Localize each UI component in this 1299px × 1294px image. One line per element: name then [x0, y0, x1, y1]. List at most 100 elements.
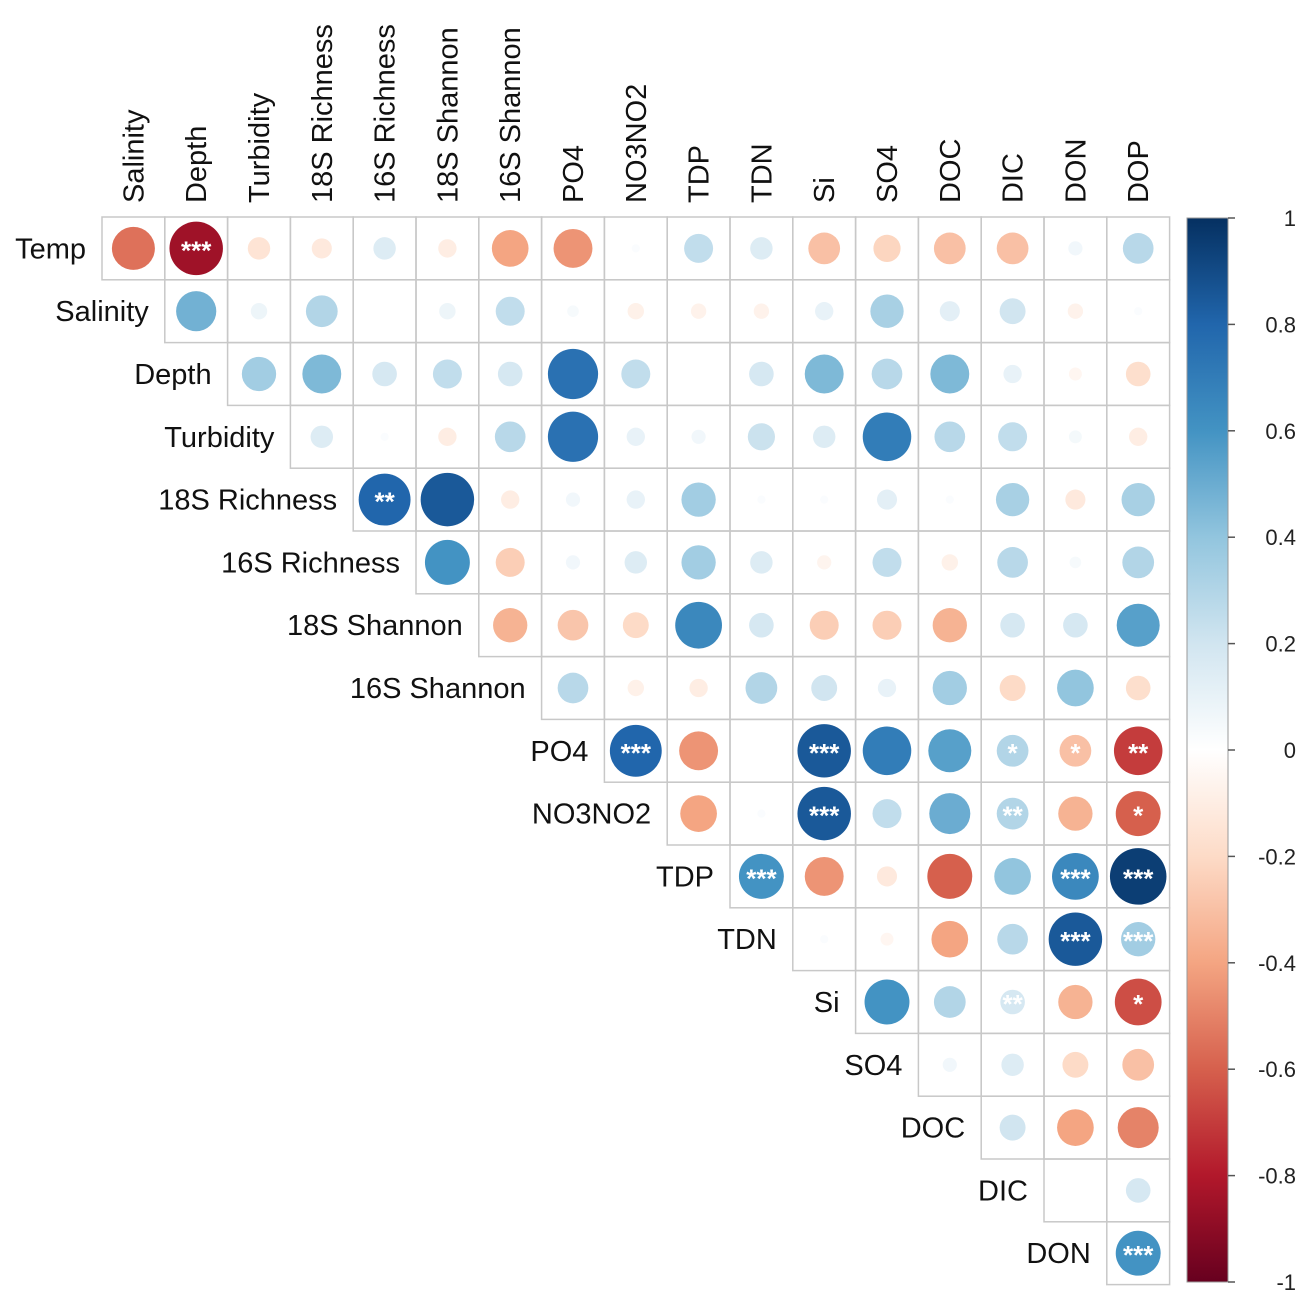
- significance-stars: ***: [1060, 863, 1091, 893]
- corr-circle-18s-shannon-16s-shannon: [493, 608, 528, 643]
- column-label-doc: DOC: [935, 139, 967, 203]
- column-label-tdn: TDN: [746, 143, 778, 203]
- corr-circle-depth-18s-richness: [302, 354, 342, 394]
- corr-circle-18s-richness-tdp: [681, 482, 716, 517]
- corr-circle-tdn-so4: [880, 932, 894, 946]
- corr-circle-turbidity-tdn: [747, 423, 776, 451]
- corr-circle-16s-richness-no3no2: [624, 551, 648, 574]
- corr-circle-salinity-dic: [999, 298, 1026, 325]
- row-label-turbidity: Turbidity: [164, 422, 275, 454]
- corr-circle-tdp-don: [1052, 853, 1099, 900]
- corr-circle-18s-shannon-tdp: [675, 601, 722, 649]
- grid-cell: [729, 718, 794, 783]
- row-label-no3no2: NO3NO2: [532, 799, 651, 831]
- corr-circle-doc-don: [1057, 1109, 1094, 1146]
- column-label-no3no2: NO3NO2: [621, 84, 653, 203]
- corr-circle-depth-tdn: [749, 361, 774, 387]
- corr-circle-temp-tdn: [750, 237, 773, 260]
- corr-circle-depth-don: [1068, 367, 1082, 381]
- corr-circle-depth-no3no2: [621, 359, 651, 389]
- colorbar-tick-label: -0.8: [1258, 1164, 1296, 1189]
- corr-circle-turbidity-16s-richness: [380, 432, 389, 441]
- row-label-salinity: Salinity: [55, 296, 149, 328]
- corr-circle-so4-dic: [1001, 1053, 1024, 1077]
- corr-circle-18s-shannon-tdn: [749, 612, 774, 638]
- corr-circle-16s-richness-doc: [941, 554, 959, 571]
- corr-circle-16s-shannon-don: [1057, 669, 1094, 707]
- corr-circle-turbidity-no3no2: [626, 427, 645, 446]
- corr-circle-turbidity-18s-richness: [310, 425, 334, 449]
- corr-circle-18s-richness-so4: [876, 489, 898, 510]
- corr-circle-po4-doc: [928, 729, 972, 773]
- column-label-18s-richness: 18S Richness: [307, 24, 339, 203]
- corr-circle-don-dop: [1115, 1230, 1161, 1276]
- corr-circle-16s-shannon-si: [811, 675, 838, 701]
- corr-circle-no3no2-dop: [1115, 791, 1161, 837]
- corr-circle-depth-16s-richness: [372, 361, 397, 387]
- corr-circle-depth-18s-shannon: [432, 359, 462, 389]
- corr-circle-salinity-no3no2: [627, 302, 645, 320]
- corr-circle-18s-richness-no3no2: [626, 490, 645, 509]
- corr-circle-salinity-18s-shannon: [439, 302, 456, 320]
- corr-circle-depth-so4: [871, 358, 903, 390]
- column-label-dop: DOP: [1123, 140, 1155, 203]
- corr-circle-salinity-si: [815, 302, 834, 321]
- corr-circle-18s-shannon-dop: [1116, 603, 1160, 647]
- row-label-tdn: TDN: [717, 924, 777, 956]
- colorbar-gradient: [1186, 217, 1229, 1283]
- corr-circle-temp-16s-shannon: [491, 230, 529, 267]
- significance-stars: ***: [746, 863, 777, 893]
- corr-circle-turbidity-16s-shannon: [494, 421, 526, 453]
- corr-circle-16s-richness-tdn: [750, 551, 773, 574]
- corr-circle-depth-turbidity: [241, 356, 277, 392]
- corr-circle-tdn-dic: [997, 923, 1028, 955]
- corr-circle-turbidity-dop: [1129, 427, 1148, 446]
- corr-circle-salinity-18s-richness: [305, 295, 338, 328]
- corr-circle-salinity-so4: [870, 294, 904, 328]
- significance-stars: **: [1002, 989, 1023, 1019]
- corr-circle-16s-richness-tdp: [681, 545, 716, 580]
- column-labels: Salinity Depth Turbidity 18S Richness 16S Ri…: [118, 24, 1155, 203]
- corr-circle-salinity-tdn: [753, 303, 770, 319]
- corr-circle-temp-po4: [553, 228, 593, 268]
- colorbar-tick-label: -0.2: [1258, 844, 1296, 869]
- colorbar-tick-label: 0.2: [1265, 632, 1296, 657]
- row-label-si: Si: [814, 987, 840, 1019]
- corr-circle-turbidity-si: [812, 425, 836, 449]
- significance-stars: *: [1070, 738, 1081, 768]
- corr-circle-16s-shannon-no3no2: [627, 679, 645, 697]
- column-label-18s-shannon: 18S Shannon: [432, 27, 464, 203]
- correlation-circles: ******** *** * * ***** ** **** *** ****** ***** **…: [111, 221, 1167, 1276]
- corr-circle-so4-dop: [1122, 1048, 1155, 1081]
- corr-circle-no3no2-so4: [872, 799, 902, 829]
- corr-circle-si-don: [1058, 984, 1093, 1020]
- corr-circle-turbidity-tdp: [691, 429, 706, 444]
- corr-circle-18s-richness-po4: [565, 492, 581, 507]
- corr-circle-si-doc: [933, 986, 966, 1018]
- significance-stars: ***: [809, 738, 840, 768]
- colorbar-tick-label: -1: [1276, 1270, 1296, 1294]
- column-label-dic: DIC: [998, 153, 1030, 203]
- corr-circle-depth-16s-shannon: [497, 361, 523, 387]
- significance-stars: **: [374, 487, 395, 517]
- corr-circle-temp-no3no2: [631, 244, 640, 253]
- corr-circle-si-dic: [1000, 989, 1025, 1015]
- corr-circle-18s-richness-dic: [995, 482, 1030, 517]
- column-label-don: DON: [1060, 139, 1092, 203]
- corr-circle-16s-richness-dic: [997, 547, 1028, 578]
- significance-stars: ***: [181, 235, 212, 265]
- corr-circle-16s-richness-don: [1069, 556, 1082, 569]
- corr-circle-turbidity-so4: [862, 412, 912, 462]
- row-label-po4: PO4: [530, 736, 588, 768]
- corr-circle-po4-no3no2: [609, 724, 662, 777]
- column-label-turbidity: Turbidity: [244, 92, 276, 203]
- corr-circle-tdp-tdn: [738, 853, 784, 899]
- corr-circle-po4-tdp: [679, 731, 719, 771]
- corr-circle-18s-shannon-dic: [1000, 612, 1025, 638]
- corr-circle-salinity-dop: [1134, 307, 1143, 316]
- corr-circle-18s-richness-16s-richness: [358, 473, 411, 526]
- column-label-16s-shannon: 16S Shannon: [495, 27, 527, 203]
- row-label-doc: DOC: [901, 1113, 965, 1145]
- corr-circle-tdp-dic: [994, 858, 1031, 895]
- corr-circle-temp-don: [1068, 241, 1083, 256]
